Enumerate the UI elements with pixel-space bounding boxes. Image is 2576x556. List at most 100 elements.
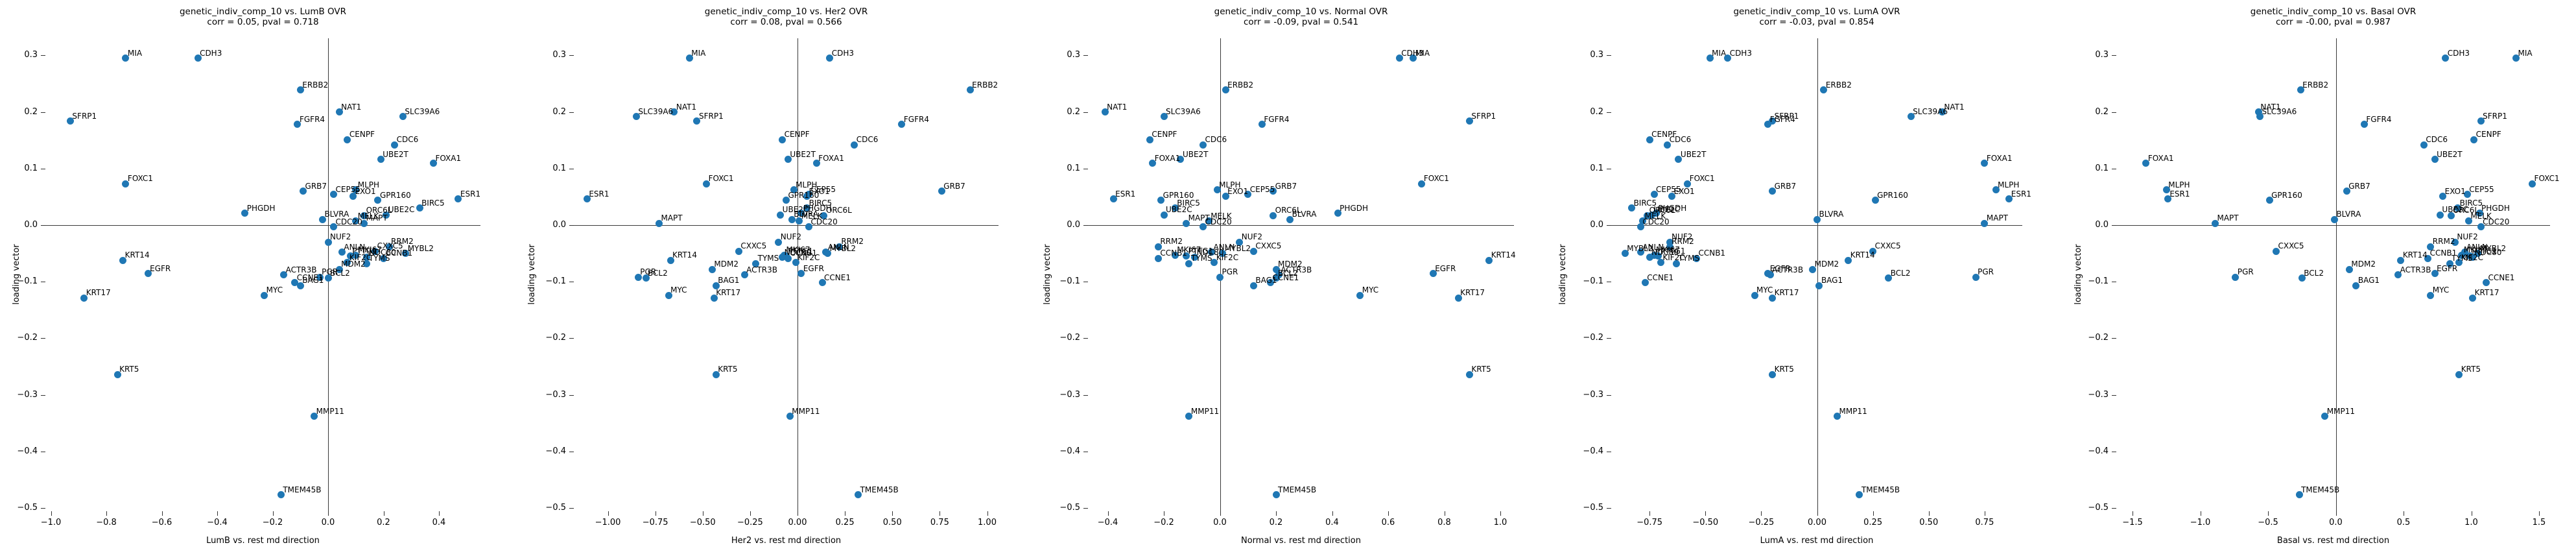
gene-label-myc: MYC	[1362, 285, 1379, 295]
x-axis-label: Normal vs. rest md direction	[1241, 536, 1361, 546]
x-tick-label: −0.4	[207, 518, 228, 527]
gene-label-esr1: ESR1	[2169, 189, 2190, 199]
gene-label-exo1: EXO1	[1673, 186, 1695, 196]
data-point-bcl2	[1885, 274, 1893, 282]
x-tick-label: 0.75	[930, 518, 949, 527]
x-tick-mark	[2268, 511, 2269, 516]
data-point-ccne1	[2482, 279, 2490, 287]
gene-label-ube2c: UBE2C	[1166, 205, 1192, 215]
data-point-ccnb1	[784, 254, 792, 262]
gene-label-tmem45b: TMEM45B	[1861, 485, 1900, 494]
y-tick-mark	[41, 225, 45, 226]
gene-label-pttg1: PTTG1	[2472, 246, 2498, 256]
data-point-actr3b	[280, 271, 288, 279]
gene-label-ube2c: UBE2C	[2442, 205, 2469, 215]
x-tick-label: 0.50	[882, 518, 902, 527]
gene-label-sfrp1: SFRP1	[698, 111, 724, 121]
gene-label-mlph: MLPH	[796, 180, 818, 189]
gene-label-foxa1: FOXA1	[2147, 153, 2174, 163]
data-point-myc	[261, 291, 268, 299]
x-tick-label: −0.75	[1637, 518, 1663, 527]
gene-label-bag1: BAG1	[1821, 276, 1843, 285]
gene-label-melk: MELK	[1644, 211, 1666, 221]
data-point-ccne1	[818, 279, 826, 287]
gene-label-myc: MYC	[266, 285, 283, 295]
data-point-ndc80	[2469, 254, 2477, 261]
data-point-pttg1	[1183, 252, 1190, 260]
x-tick-label: −1.0	[2190, 518, 2211, 527]
data-point-cdc6	[851, 141, 858, 149]
gene-label-pgr: PGR	[322, 267, 338, 277]
y-tick-label: −0.2	[2088, 333, 2109, 343]
y-tick-label: −0.4	[1583, 446, 1603, 456]
plot-subtitle: corr = 0.05, pval = 0.718	[207, 17, 319, 27]
data-point-bcl2	[2298, 274, 2306, 282]
x-tick-mark	[161, 511, 163, 516]
gene-label-slc39a6: SLC39A6	[1913, 106, 1948, 116]
gene-label-cdh3: CDH3	[1401, 48, 1424, 58]
data-point-orc6l	[1644, 212, 1651, 219]
x-tick-label: 0.5	[2396, 518, 2411, 527]
data-point-actr3b	[1766, 271, 1774, 279]
data-point-ube2t	[784, 156, 792, 163]
data-point-kif2c	[1211, 259, 1218, 267]
gene-label-actr3b: ACTR3B	[1772, 265, 1804, 274]
x-tick-label: 1.00	[978, 518, 997, 527]
data-point-krt5	[712, 370, 720, 378]
gene-label-krt17: KRT17	[1460, 288, 1485, 298]
data-point-mki67	[2458, 251, 2466, 259]
x-tick-label: −0.25	[737, 518, 763, 527]
data-point-blvra	[2330, 215, 2338, 223]
y-tick-mark	[569, 338, 574, 339]
data-point-fgfr4	[1258, 121, 1266, 128]
gene-label-blvra: BLVRA	[1292, 210, 1317, 219]
gene-label-sfrp1: SFRP1	[1774, 111, 1799, 121]
gene-label-cxxc5: CXXC5	[377, 241, 403, 251]
data-point-sfrp1	[66, 117, 74, 125]
y-tick-mark	[2112, 112, 2116, 113]
data-point-melk	[1639, 217, 1647, 225]
gene-label-bcl2: BCL2	[2304, 268, 2324, 278]
x-tick-label: −0.25	[1748, 518, 1775, 527]
data-point-tyms	[2446, 260, 2453, 267]
y-tick-label: −0.2	[17, 333, 38, 343]
gene-label-anln: ANLN	[1642, 242, 1664, 252]
gene-label-mdm2: MDM2	[1814, 260, 1839, 269]
y-tick-mark	[41, 394, 45, 396]
data-point-foxa1	[2142, 160, 2150, 167]
y-tick-mark	[2112, 55, 2116, 56]
data-point-egfr	[144, 270, 152, 278]
data-point-mlph	[790, 186, 798, 194]
gene-label-ube2c: UBE2C	[1653, 205, 1681, 215]
gene-label-foxa1: FOXA1	[1986, 153, 2013, 163]
data-point-nat1	[670, 108, 678, 116]
data-point-krt14	[119, 256, 127, 264]
gene-label-actr3b: ACTR3B	[285, 265, 317, 274]
gene-label-pttg1: PTTG1	[1188, 246, 1214, 256]
data-point-cdc20	[1199, 223, 1207, 231]
gene-label-bcl2: BCL2	[1890, 268, 1911, 278]
gene-label-tyms: TYMS	[757, 254, 779, 263]
gene-label-nuf2: NUF2	[780, 232, 802, 242]
x-axis-label: LumA vs. rest md direction	[1760, 536, 1874, 546]
data-point-mmp11	[786, 413, 794, 420]
data-point-kif2c	[792, 259, 799, 267]
data-point-cdc20	[805, 223, 813, 231]
gene-label-erbb2: ERBB2	[1227, 80, 1254, 90]
data-point-mmp11	[2321, 413, 2329, 420]
gene-label-krt17: KRT17	[716, 288, 741, 298]
gene-label-cdh3: CDH3	[200, 48, 222, 58]
y-tick-label: −0.4	[1059, 446, 1080, 456]
gene-label-mybl2: MYBL2	[1224, 243, 1251, 253]
data-point-orc6l	[820, 212, 828, 219]
gene-label-pgr: PGR	[640, 267, 657, 277]
data-point-ccne1	[1641, 279, 1649, 287]
y-tick-mark	[41, 338, 45, 339]
y-tick-label: 0.0	[552, 220, 566, 230]
y-tick-mark	[569, 508, 574, 509]
y-tick-mark	[569, 112, 574, 113]
gene-label-foxc1: FOXC1	[127, 174, 153, 184]
data-point-cdc6	[1664, 141, 1672, 149]
y-tick-label: −0.1	[2088, 276, 2109, 287]
data-point-mybl2	[824, 250, 832, 258]
